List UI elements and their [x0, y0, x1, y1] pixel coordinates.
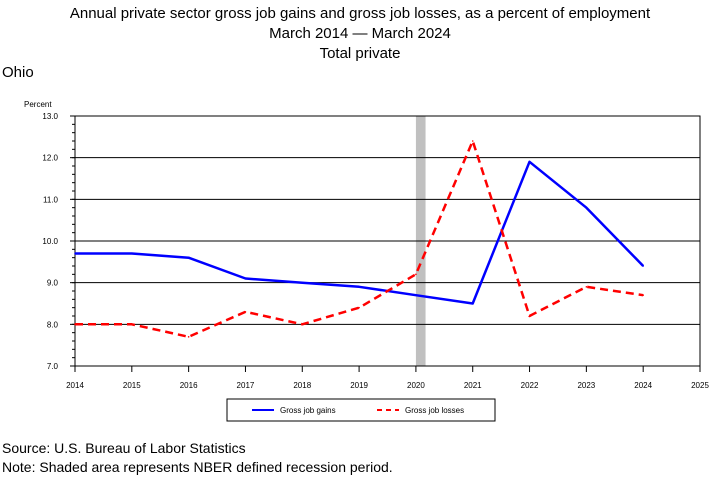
chart-title-line3: Total private — [319, 45, 401, 62]
legend-label: Gross job losses — [405, 406, 464, 415]
data-point — [301, 323, 304, 326]
x-tick-label: 2015 — [123, 381, 141, 390]
data-point — [74, 323, 76, 326]
x-tick-label: 2016 — [180, 381, 198, 390]
x-tick-label: 2019 — [350, 381, 368, 390]
data-point — [74, 252, 76, 255]
y-tick-label: 13.0 — [42, 112, 58, 121]
x-tick-label: 2014 — [66, 381, 84, 390]
data-point — [528, 161, 531, 163]
data-point — [187, 256, 190, 259]
x-tick-label: 2022 — [521, 381, 539, 390]
source-note: Source: U.S. Bureau of Labor Statistics — [2, 440, 246, 456]
recession-note: Note: Shaded area represents NBER define… — [2, 459, 393, 475]
y-tick-label: 7.0 — [47, 362, 59, 371]
data-point — [642, 294, 644, 296]
data-point — [415, 294, 417, 296]
data-point — [131, 252, 133, 255]
region-label: Ohio — [2, 64, 34, 81]
data-point — [642, 265, 644, 267]
y-axis-label: Percent — [24, 100, 52, 109]
data-point — [187, 336, 190, 338]
data-point — [585, 206, 588, 209]
y-tick-label: 11.0 — [43, 195, 59, 204]
data-point — [358, 306, 360, 309]
y-tick-label: 10.0 — [42, 237, 58, 246]
data-point — [471, 140, 474, 142]
y-tick-label: 12.0 — [42, 154, 58, 163]
legend-box — [226, 398, 496, 422]
plot-frame — [74, 115, 701, 367]
x-tick-label: 2017 — [237, 381, 255, 390]
legend-label: Gross job gains — [280, 406, 336, 415]
data-point — [415, 273, 417, 276]
series-line-gross-job-losses — [75, 139, 644, 339]
x-tick-label: 2023 — [577, 381, 595, 390]
data-point — [131, 323, 133, 326]
chart-title-line1: Annual private sector gross job gains an… — [69, 5, 651, 22]
data-point — [528, 315, 531, 317]
data-point — [244, 277, 247, 280]
chart-title-line2: March 2014 — March 2024 — [269, 25, 451, 42]
x-tick-label: 2020 — [407, 381, 425, 390]
job-gains-losses-chart: 7.0 8.0 9.0 10.0 11.0 12.0 13.0 2014 2015 2016 201… — [24, 100, 709, 422]
data-point — [244, 311, 247, 313]
y-tick-label: 9.0 — [47, 279, 59, 288]
x-tick-label: 2024 — [634, 381, 652, 390]
data-point — [301, 281, 304, 284]
data-point — [471, 302, 474, 305]
y-tick-label: 8.0 — [47, 320, 59, 329]
x-tick-label: 2025 — [691, 381, 709, 390]
data-point — [585, 286, 588, 288]
x-tick-label: 2021 — [464, 381, 482, 390]
data-point — [358, 286, 360, 288]
x-tick-label: 2018 — [293, 381, 311, 390]
